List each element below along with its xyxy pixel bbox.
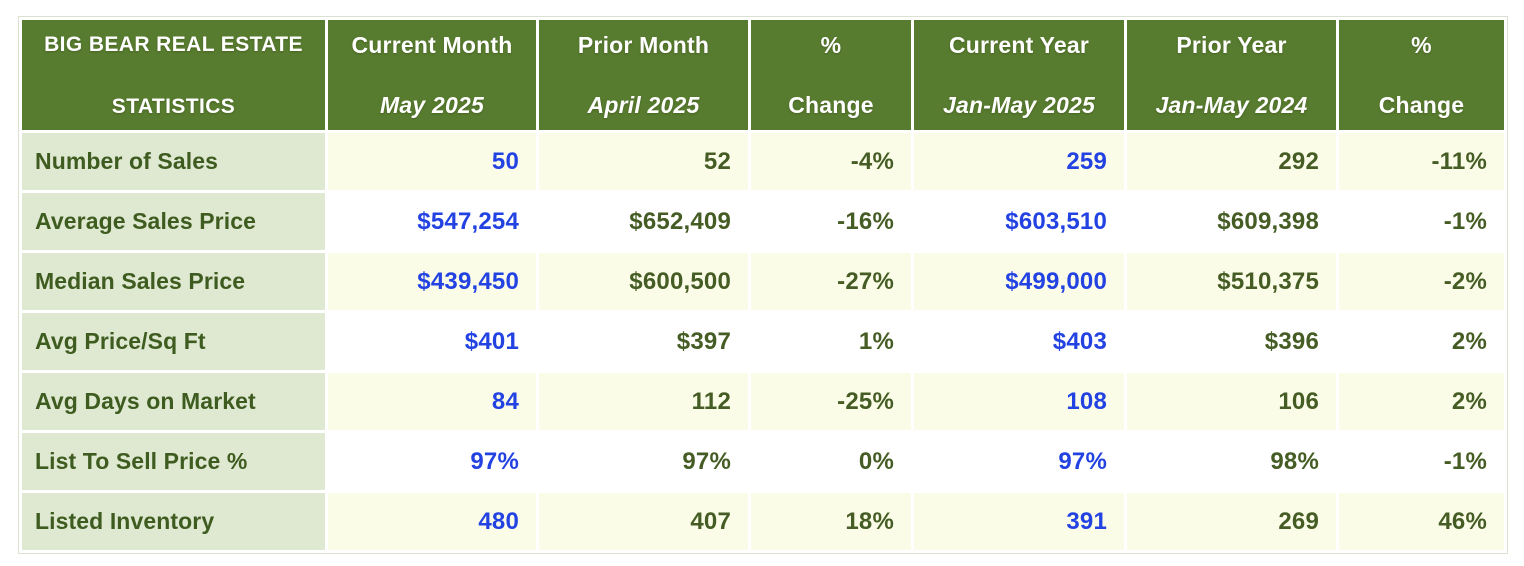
table-title-line2: STATISTICS (111, 95, 236, 118)
table-row-number-of-sales: Number of Sales 50 52 -4% 259 292 -11% (22, 133, 1504, 190)
value-cell-year-pct-change: -11% (1339, 133, 1504, 190)
column-label: Current Year (948, 32, 1090, 58)
value-cell-current-year: 259 (914, 133, 1124, 190)
row-label-cell: Avg Days on Market (22, 373, 325, 430)
row-label-cell: Number of Sales (22, 133, 325, 190)
row-label-cell: Average Sales Price (22, 193, 325, 250)
column-label: Prior Year (1176, 32, 1287, 58)
row-label-cell: Avg Price/Sq Ft (22, 313, 325, 370)
value-cell-prior-year: 292 (1127, 133, 1336, 190)
value-cell-current-month: 84 (328, 373, 536, 430)
value-cell-prior-month: 112 (539, 373, 748, 430)
column-sublabel: Change (788, 92, 874, 118)
value-cell-prior-month: $600,500 (539, 253, 748, 310)
table-header-row: BIG BEAR REAL ESTATE STATISTICS Current … (22, 20, 1504, 130)
value-cell-prior-month: 52 (539, 133, 748, 190)
column-header-current-month: Current Month May 2025 (328, 20, 536, 130)
value-cell-prior-month: $397 (539, 313, 748, 370)
value-cell-year-pct-change: -2% (1339, 253, 1504, 310)
column-header-prior-year: Prior Year Jan-May 2024 (1127, 20, 1336, 130)
value-cell-current-year: $603,510 (914, 193, 1124, 250)
value-cell-current-year: 391 (914, 493, 1124, 550)
table-row-listed-inventory: Listed Inventory 480 407 18% 391 269 46% (22, 493, 1504, 550)
value-cell-month-pct-change: 0% (751, 433, 911, 490)
value-cell-current-month: 97% (328, 433, 536, 490)
value-cell-current-month: 480 (328, 493, 536, 550)
value-cell-year-pct-change: -1% (1339, 193, 1504, 250)
value-cell-month-pct-change: -25% (751, 373, 911, 430)
value-cell-prior-month: 407 (539, 493, 748, 550)
value-cell-year-pct-change: 2% (1339, 313, 1504, 370)
real-estate-statistics-table: BIG BEAR REAL ESTATE STATISTICS Current … (18, 16, 1508, 554)
table-row-average-sales-price: Average Sales Price $547,254 $652,409 -1… (22, 193, 1504, 250)
table-row-avg-price-sq-ft: Avg Price/Sq Ft $401 $397 1% $403 $396 2… (22, 313, 1504, 370)
value-cell-month-pct-change: 18% (751, 493, 911, 550)
value-cell-month-pct-change: 1% (751, 313, 911, 370)
table-row-median-sales-price: Median Sales Price $439,450 $600,500 -27… (22, 253, 1504, 310)
value-cell-current-month: $547,254 (328, 193, 536, 250)
column-header-title: BIG BEAR REAL ESTATE STATISTICS (22, 20, 325, 130)
column-header-month-pct-change: % Change (751, 20, 911, 130)
column-label: Current Month (351, 32, 513, 58)
row-label-cell: Listed Inventory (22, 493, 325, 550)
value-cell-current-year: 108 (914, 373, 1124, 430)
column-sublabel: Jan-May 2024 (1155, 92, 1308, 118)
value-cell-current-month: $401 (328, 313, 536, 370)
value-cell-prior-year: $609,398 (1127, 193, 1336, 250)
value-cell-prior-year: $396 (1127, 313, 1336, 370)
value-cell-year-pct-change: -1% (1339, 433, 1504, 490)
value-cell-month-pct-change: -4% (751, 133, 911, 190)
column-label: Prior Month (577, 32, 710, 58)
value-cell-prior-year: 106 (1127, 373, 1336, 430)
table-row-avg-days-on-market: Avg Days on Market 84 112 -25% 108 106 2… (22, 373, 1504, 430)
value-cell-prior-month: $652,409 (539, 193, 748, 250)
column-sublabel: April 2025 (587, 92, 700, 118)
value-cell-current-month: $439,450 (328, 253, 536, 310)
value-cell-month-pct-change: -16% (751, 193, 911, 250)
value-cell-current-month: 50 (328, 133, 536, 190)
column-header-year-pct-change: % Change (1339, 20, 1504, 130)
row-label-cell: Median Sales Price (22, 253, 325, 310)
value-cell-month-pct-change: -27% (751, 253, 911, 310)
value-cell-current-year: $499,000 (914, 253, 1124, 310)
value-cell-current-year: $403 (914, 313, 1124, 370)
column-sublabel: Change (1378, 92, 1465, 118)
row-label-cell: List To Sell Price % (22, 433, 325, 490)
value-cell-prior-month: 97% (539, 433, 748, 490)
column-label: % (1411, 32, 1432, 58)
value-cell-year-pct-change: 46% (1339, 493, 1504, 550)
value-cell-current-year: 97% (914, 433, 1124, 490)
table-title-line1: BIG BEAR REAL ESTATE (44, 33, 303, 56)
column-header-prior-month: Prior Month April 2025 (539, 20, 748, 130)
value-cell-year-pct-change: 2% (1339, 373, 1504, 430)
column-header-current-year: Current Year Jan-May 2025 (914, 20, 1124, 130)
column-sublabel: May 2025 (380, 92, 484, 118)
column-sublabel: Jan-May 2025 (943, 92, 1095, 118)
value-cell-prior-year: 98% (1127, 433, 1336, 490)
value-cell-prior-year: $510,375 (1127, 253, 1336, 310)
column-label: % (820, 32, 842, 58)
table-row-list-to-sell-price: List To Sell Price % 97% 97% 0% 97% 98% … (22, 433, 1504, 490)
value-cell-prior-year: 269 (1127, 493, 1336, 550)
